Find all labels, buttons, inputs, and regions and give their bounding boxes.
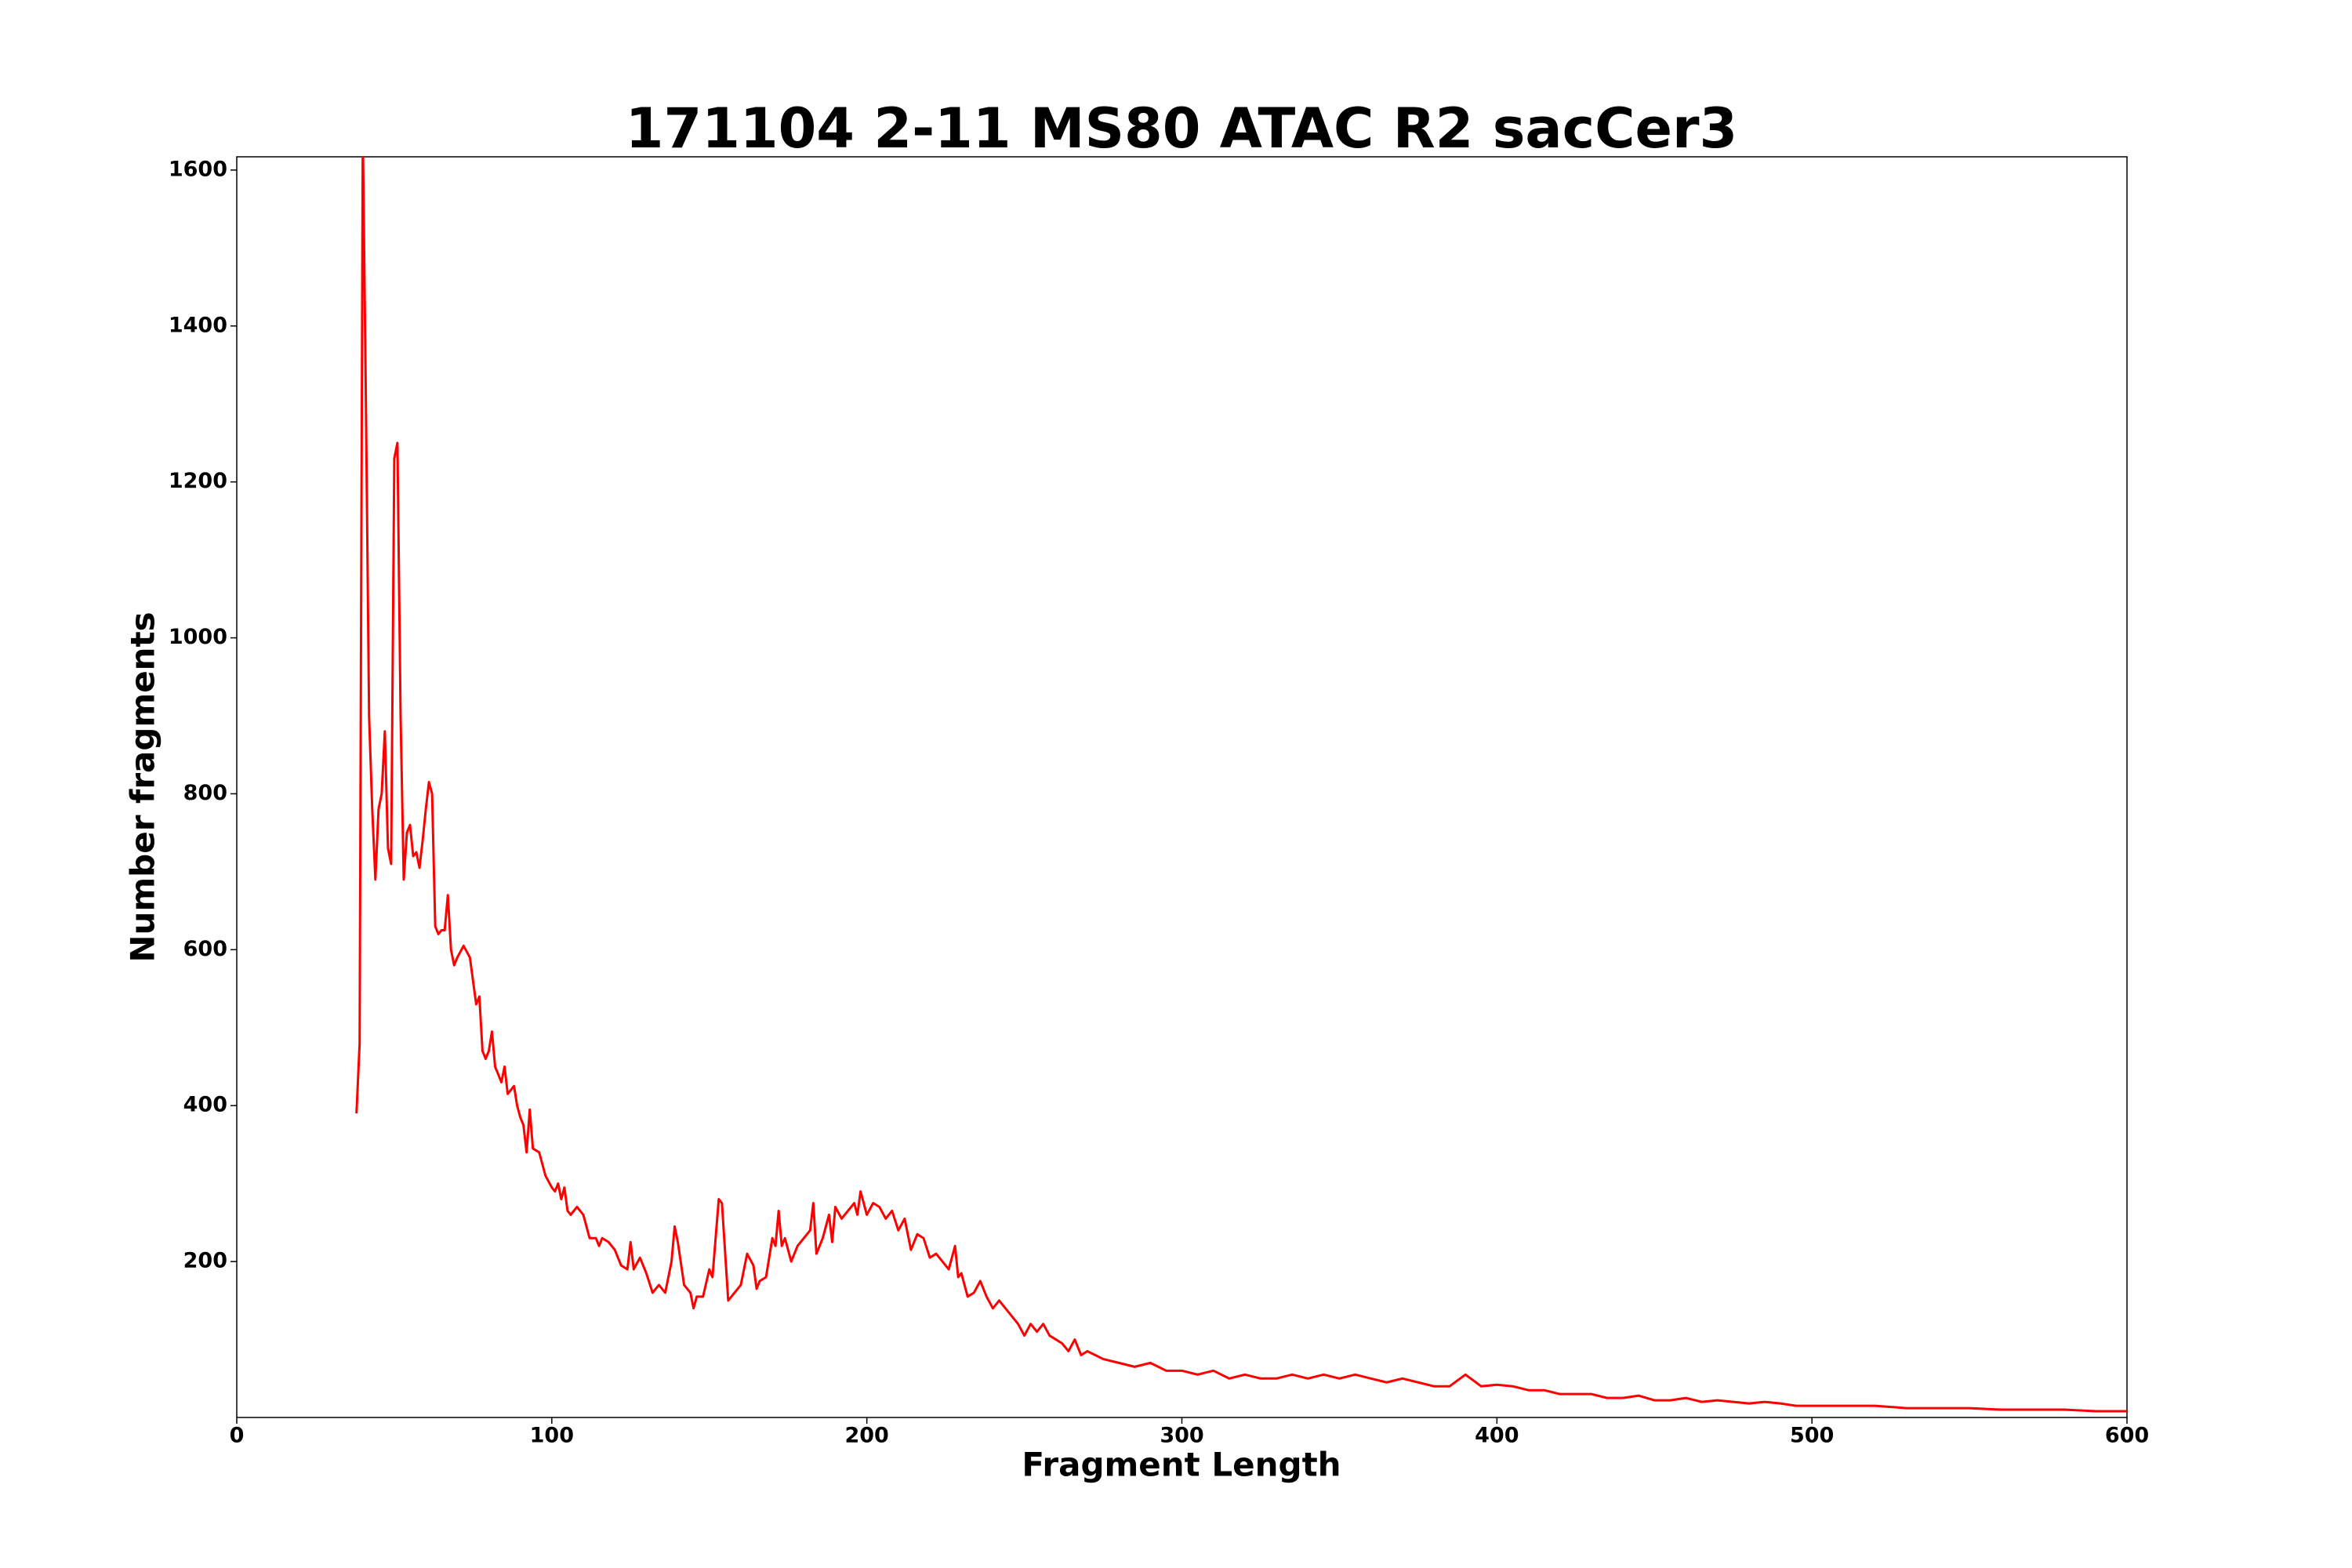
data-line [355, 157, 2127, 1413]
y-tick-label: 1600 [169, 157, 227, 181]
y-tick-label: 800 [183, 781, 227, 805]
x-tick-label: 300 [1160, 1424, 1203, 1448]
y-tick-label: 1200 [169, 469, 227, 493]
y-tick-label: 600 [183, 937, 227, 961]
x-tick-label: 0 [230, 1424, 245, 1448]
y-tick-label: 200 [183, 1249, 227, 1273]
y-tick-label: 1000 [169, 625, 227, 649]
x-tick-label: 600 [2105, 1424, 2149, 1448]
x-tick-label: 500 [1790, 1424, 1834, 1448]
y-tick-label: 1400 [169, 313, 227, 337]
y-tick-label: 400 [183, 1093, 227, 1117]
y-axis-label: Number fragments [124, 612, 162, 962]
x-tick-label: 400 [1475, 1424, 1519, 1448]
chart-title: 171104 2-11 MS80 ATAC R2 sacCer3 [626, 96, 1737, 161]
x-tick-label: 200 [844, 1424, 888, 1448]
x-axis-label: Fragment Length [1022, 1446, 1341, 1484]
x-tick-label: 100 [530, 1424, 574, 1448]
